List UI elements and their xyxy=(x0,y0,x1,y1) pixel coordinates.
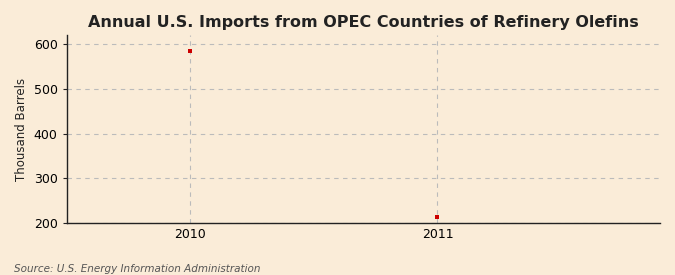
Y-axis label: Thousand Barrels: Thousand Barrels xyxy=(15,78,28,181)
Title: Annual U.S. Imports from OPEC Countries of Refinery Olefins: Annual U.S. Imports from OPEC Countries … xyxy=(88,15,639,30)
Text: Source: U.S. Energy Information Administration: Source: U.S. Energy Information Administ… xyxy=(14,264,260,274)
